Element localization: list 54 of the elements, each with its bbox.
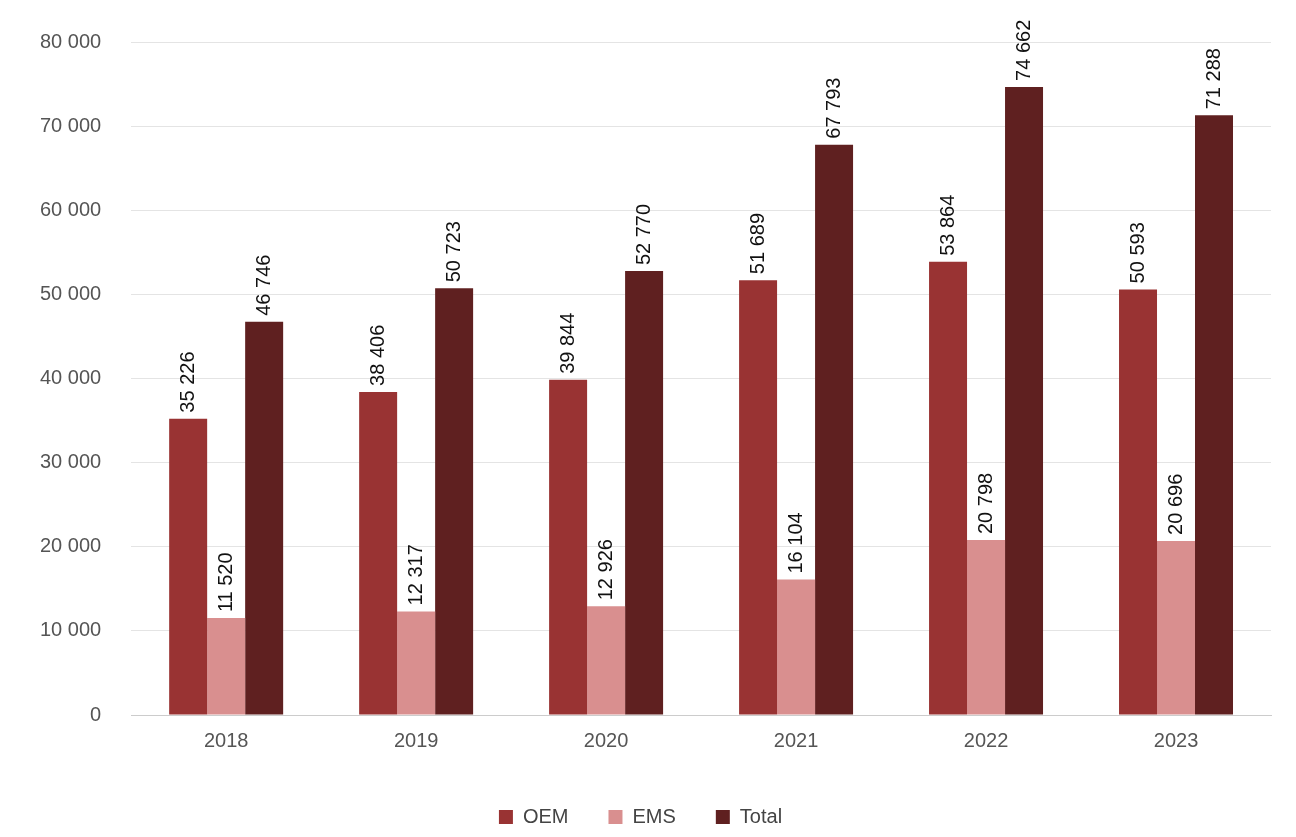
bar <box>1005 86 1044 715</box>
bar <box>207 618 246 715</box>
data-label: 51 689 <box>745 212 768 275</box>
data-label: 11 520 <box>213 552 236 613</box>
bar <box>815 144 854 715</box>
y-tick-label: 0 <box>90 702 102 725</box>
x-tick-label: 2020 <box>583 728 629 751</box>
y-tick-label: 80 000 <box>40 29 102 52</box>
legend-label: EMS <box>632 804 676 827</box>
x-tick-label: 2021 <box>773 728 819 751</box>
data-label: 12 926 <box>593 539 616 601</box>
bar <box>169 418 208 715</box>
data-label: 53 864 <box>935 194 958 256</box>
data-label: 52 770 <box>631 203 654 266</box>
data-label: 12 317 <box>403 544 426 606</box>
bar <box>587 606 626 715</box>
bar <box>929 261 968 715</box>
data-label: 46 746 <box>251 254 274 316</box>
data-label: 71 288 <box>1201 48 1224 110</box>
data-label: 38 406 <box>365 324 388 386</box>
y-tick-label: 50 000 <box>40 281 102 304</box>
data-label: 16 104 <box>783 512 806 574</box>
bar <box>967 540 1006 715</box>
y-tick-label: 20 000 <box>40 534 102 557</box>
data-label: 39 844 <box>555 312 578 374</box>
y-tick-label: 30 000 <box>40 450 102 473</box>
bar <box>777 579 816 715</box>
y-tick-label: 70 000 <box>40 113 102 136</box>
data-label: 74 662 <box>1011 19 1034 81</box>
bar <box>435 288 474 715</box>
bar <box>245 321 284 715</box>
y-tick-label: 60 000 <box>40 197 102 220</box>
bar <box>1119 289 1158 715</box>
bar <box>1195 115 1234 715</box>
bar <box>625 271 664 715</box>
x-tick-label: 2019 <box>393 728 439 751</box>
x-tick-label: 2022 <box>963 728 1009 751</box>
y-tick-label: 40 000 <box>40 366 102 389</box>
bar <box>739 280 778 715</box>
bar <box>359 391 398 715</box>
data-label: 67 793 <box>821 77 844 139</box>
data-label: 20 798 <box>973 472 996 535</box>
data-label: 35 226 <box>175 351 198 413</box>
y-tick-label: 10 000 <box>40 618 102 641</box>
data-label: 20 696 <box>1163 473 1186 535</box>
data-label: 50 723 <box>441 221 464 283</box>
legend-label: OEM <box>522 804 569 827</box>
legend-label: Total <box>739 804 783 827</box>
bar <box>1157 540 1196 715</box>
data-label: 50 593 <box>1125 222 1148 284</box>
x-tick-label: 2018 <box>203 728 249 751</box>
bar <box>397 611 436 715</box>
bar <box>549 379 588 715</box>
x-tick-label: 2023 <box>1153 728 1199 751</box>
